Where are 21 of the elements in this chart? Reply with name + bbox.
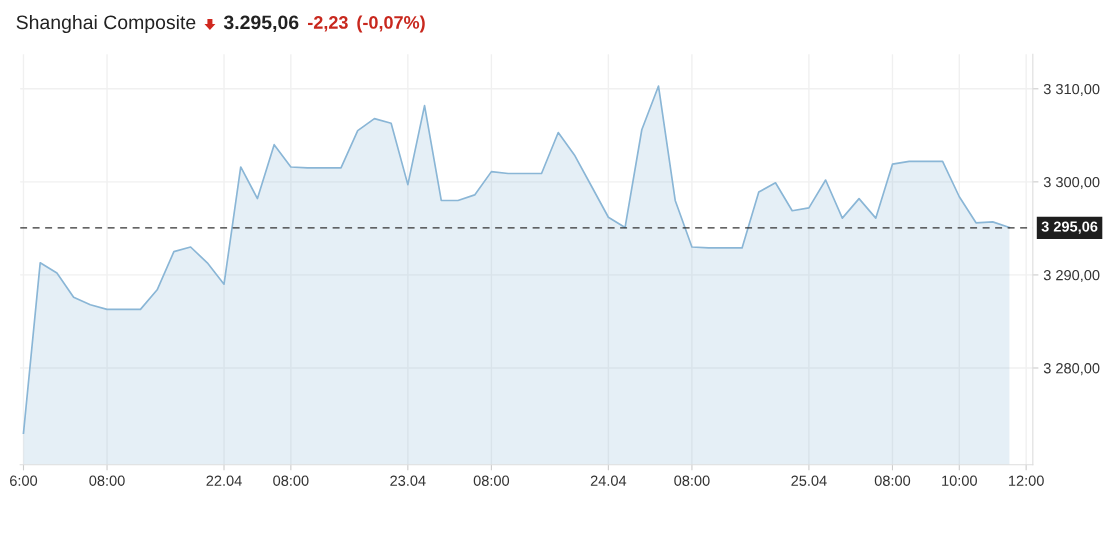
x-tick-label: 10:00 [942,475,977,486]
y-tick-label: 3 290,00 [1043,270,1100,283]
x-tick-label: 22.04 [206,475,242,486]
x-tick-label: 08:00 [473,475,510,486]
y-tick-label: 3 310,00 [1043,83,1100,96]
text: -2,23 [308,16,348,32]
ref-line-label: 3 295,06 [1041,221,1098,234]
y-tick-label: 3 300,00 [1043,176,1100,190]
chart-title: Shanghai Composite [16,14,196,34]
x-tick-label: 23.04 [390,475,426,486]
x-tick-label: 08:00 [273,475,309,486]
text: (-0,07%) [357,15,425,33]
x-tick-label: 12:00 [1009,475,1044,486]
x-tick-label: 25.04 [791,475,827,486]
x-tick-label: 6:00 [10,475,38,486]
x-tick-label: 08:00 [89,475,125,486]
y-tick-label: 3 280,00 [1043,363,1100,376]
x-tick-label: 08:00 [674,475,710,486]
x-tick-label: 24.04 [590,475,627,486]
x-tick-label: 08:00 [874,475,911,486]
text: 3.295,06 [223,15,299,33]
